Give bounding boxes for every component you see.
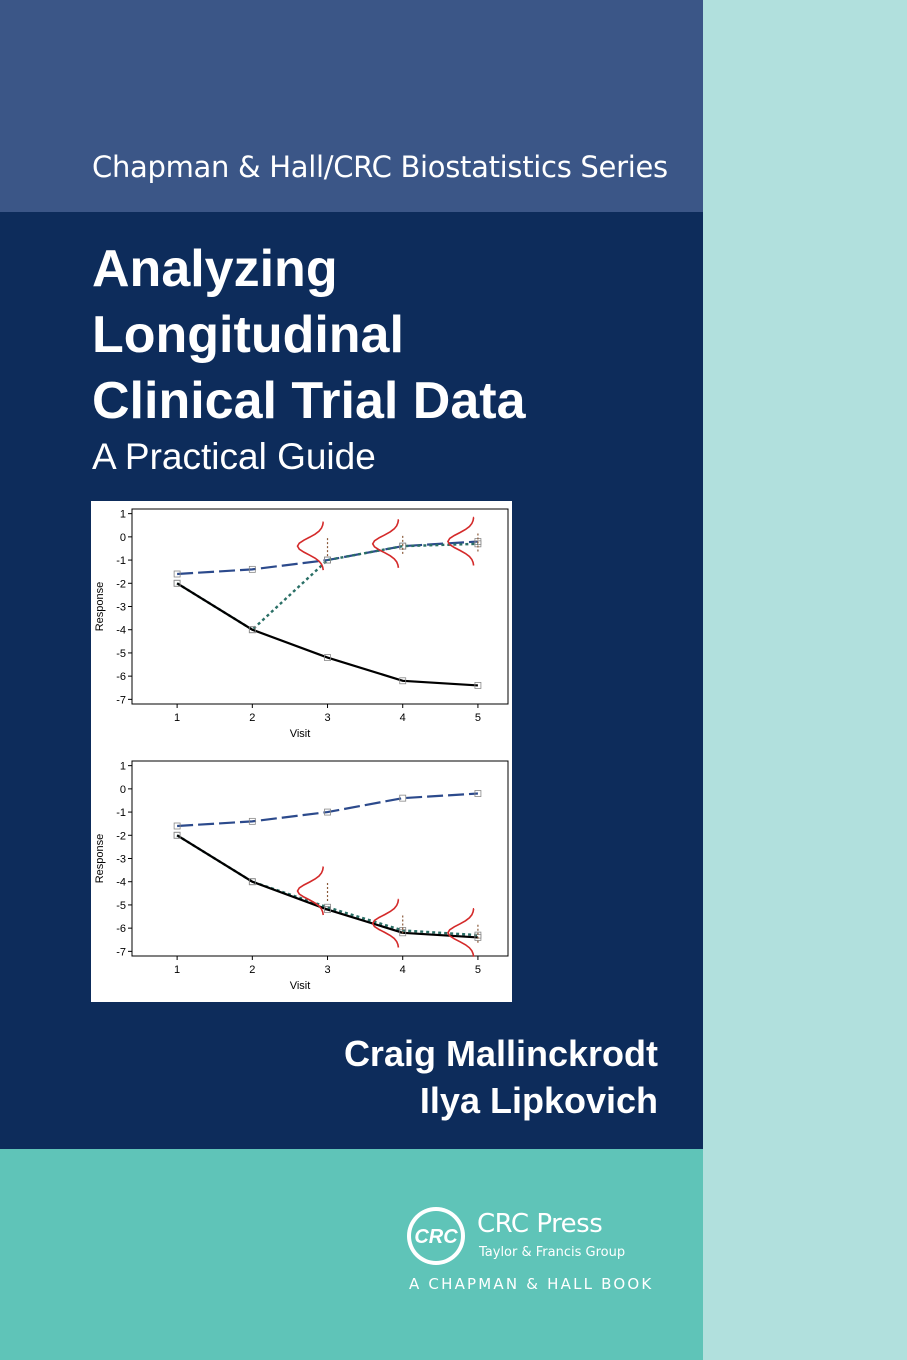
y-axis-label: Response	[94, 582, 106, 632]
density-curve	[371, 898, 400, 948]
x-tick-label: 3	[324, 712, 330, 724]
data-point	[324, 654, 331, 661]
density-curve	[446, 907, 475, 957]
chart-1: 1 0 -1 -2 -3 -4 -5 -6 -7 1 2 3 4 5 Visit Response	[94, 508, 509, 740]
data-point	[474, 682, 482, 689]
crc-logo-icon: CRC	[407, 1207, 465, 1265]
y-tick-label: 0	[120, 532, 126, 544]
cover-figure: 1 0 -1 -2 -3 -4 -5 -6 -7 1 2 3 4 5 Visit Response 1 0 -1 -2…	[91, 501, 512, 1002]
y-axis-label: Response	[94, 834, 106, 884]
y-tick-label: 0	[120, 784, 126, 796]
data-point	[324, 808, 331, 816]
density-curve	[446, 516, 475, 566]
x-axis-label: Visit	[290, 980, 311, 992]
data-point	[324, 556, 331, 564]
y-tick-label: -6	[116, 923, 126, 935]
x-axis-label: Visit	[290, 728, 311, 740]
density-curve	[371, 519, 400, 568]
author-1: Craig Mallinckrodt	[343, 1033, 658, 1074]
x-tick-label: 3	[324, 964, 330, 976]
title-line-1: Analyzing	[92, 240, 338, 298]
data-point	[173, 579, 181, 587]
density-curve	[296, 521, 325, 571]
data-point	[248, 626, 256, 634]
title-line-2: Longitudinal	[92, 306, 404, 364]
data-point	[173, 570, 181, 578]
author-2: Ilya Lipkovich	[419, 1080, 658, 1121]
x-tick-label: 4	[400, 964, 406, 976]
y-tick-label: -7	[116, 694, 126, 706]
data-point	[173, 831, 181, 839]
book-title: Analyzing Longitudinal Clinical Trial Da…	[92, 236, 526, 434]
plot-frame	[131, 760, 509, 957]
x-tick-label: 5	[475, 964, 481, 976]
publisher-name: CRC Press	[477, 1209, 603, 1239]
y-tick-label: -3	[116, 854, 126, 866]
publisher-imprint: A CHAPMAN & HALL BOOK	[409, 1275, 654, 1293]
cover-figure-svg: 1 0 -1 -2 -3 -4 -5 -6 -7 1 2 3 4 5 Visit Response 1 0 -1 -2…	[94, 508, 509, 992]
y-tick-label: -5	[116, 900, 126, 912]
data-point	[474, 790, 482, 797]
title-line-3: Clinical Trial Data	[92, 372, 526, 430]
data-point	[324, 906, 331, 913]
x-tick-label: 4	[400, 712, 406, 724]
y-tick-label: -2	[116, 578, 126, 590]
book-subtitle: A Practical Guide	[92, 436, 376, 477]
y-tick-label: -1	[116, 555, 126, 567]
publisher-tagline: Taylor & Francis Group	[479, 1245, 626, 1260]
y-tick-label: -2	[116, 830, 126, 842]
x-tick-label: 2	[249, 964, 255, 976]
x-tick-label: 1	[174, 964, 180, 976]
y-tick-label: -3	[116, 602, 126, 614]
series-line-2	[176, 834, 478, 937]
plot-frame	[131, 508, 509, 705]
y-tick-label: -4	[116, 877, 126, 889]
data-point	[399, 794, 407, 802]
series-line-1	[177, 540, 478, 576]
data-point	[399, 929, 407, 937]
bottom-band	[0, 1149, 703, 1360]
publisher-block: CRC CRC Press Taylor & Francis Group A C…	[405, 1205, 675, 1315]
series-line-3	[176, 582, 478, 687]
series-title: Chapman & Hall/CRC Biostatistics Series	[92, 150, 668, 184]
data-point	[399, 677, 407, 685]
data-point	[173, 822, 181, 830]
density-curve	[296, 866, 325, 916]
chart-2: 1 0 -1 -2 -3 -4 -5 -6 -7 1 2 3 4 5 Visit Response	[94, 760, 509, 992]
y-tick-label: 1	[120, 761, 126, 773]
y-tick-label: -1	[116, 807, 126, 819]
right-band	[703, 0, 907, 1360]
series-line-3	[176, 834, 478, 939]
data-point	[248, 565, 256, 573]
data-point	[248, 878, 256, 886]
data-point	[248, 817, 256, 825]
x-tick-label: 5	[475, 712, 481, 724]
y-tick-label: -7	[116, 946, 126, 958]
top-band	[0, 0, 703, 212]
y-tick-label: -4	[116, 625, 126, 637]
y-tick-label: -5	[116, 648, 126, 660]
y-tick-label: 1	[120, 509, 126, 521]
crc-logo-text: CRC	[414, 1226, 458, 1248]
x-tick-label: 1	[174, 712, 180, 724]
x-tick-label: 2	[249, 712, 255, 724]
y-tick-label: -6	[116, 671, 126, 683]
series-line-1	[177, 792, 478, 828]
